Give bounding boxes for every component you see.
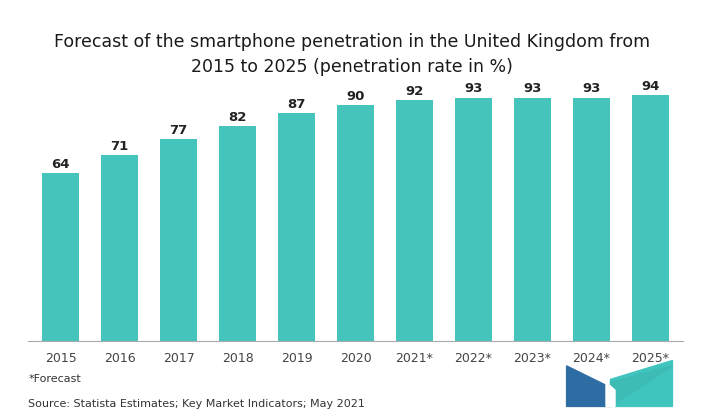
Polygon shape [606, 382, 615, 406]
Bar [219, 126, 256, 341]
Text: 94: 94 [641, 80, 660, 93]
Bar [42, 173, 79, 341]
Polygon shape [567, 366, 610, 406]
Text: 87: 87 [287, 98, 306, 111]
Bar [455, 97, 492, 341]
Bar [161, 139, 197, 341]
Bar [337, 105, 374, 341]
Bar [632, 95, 669, 341]
Polygon shape [610, 366, 672, 406]
Text: 93: 93 [523, 82, 541, 95]
Text: 93: 93 [465, 82, 483, 95]
Bar [573, 97, 610, 341]
Text: 77: 77 [170, 124, 188, 137]
Text: 64: 64 [51, 158, 70, 171]
Text: 82: 82 [228, 111, 246, 124]
Text: Source: Statista Estimates; Key Market Indicators; May 2021: Source: Statista Estimates; Key Market I… [28, 399, 365, 409]
Bar [396, 100, 433, 341]
Text: Forecast of the smartphone penetration in the United Kingdom from
2015 to 2025 (: Forecast of the smartphone penetration i… [54, 33, 650, 76]
Text: 93: 93 [582, 82, 601, 95]
Text: *Forecast: *Forecast [28, 374, 81, 384]
Bar [101, 155, 138, 341]
Text: 71: 71 [111, 140, 129, 153]
Bar [514, 97, 551, 341]
Bar [278, 113, 315, 341]
Text: 92: 92 [406, 85, 424, 98]
Text: 90: 90 [346, 90, 365, 103]
Polygon shape [610, 360, 672, 406]
